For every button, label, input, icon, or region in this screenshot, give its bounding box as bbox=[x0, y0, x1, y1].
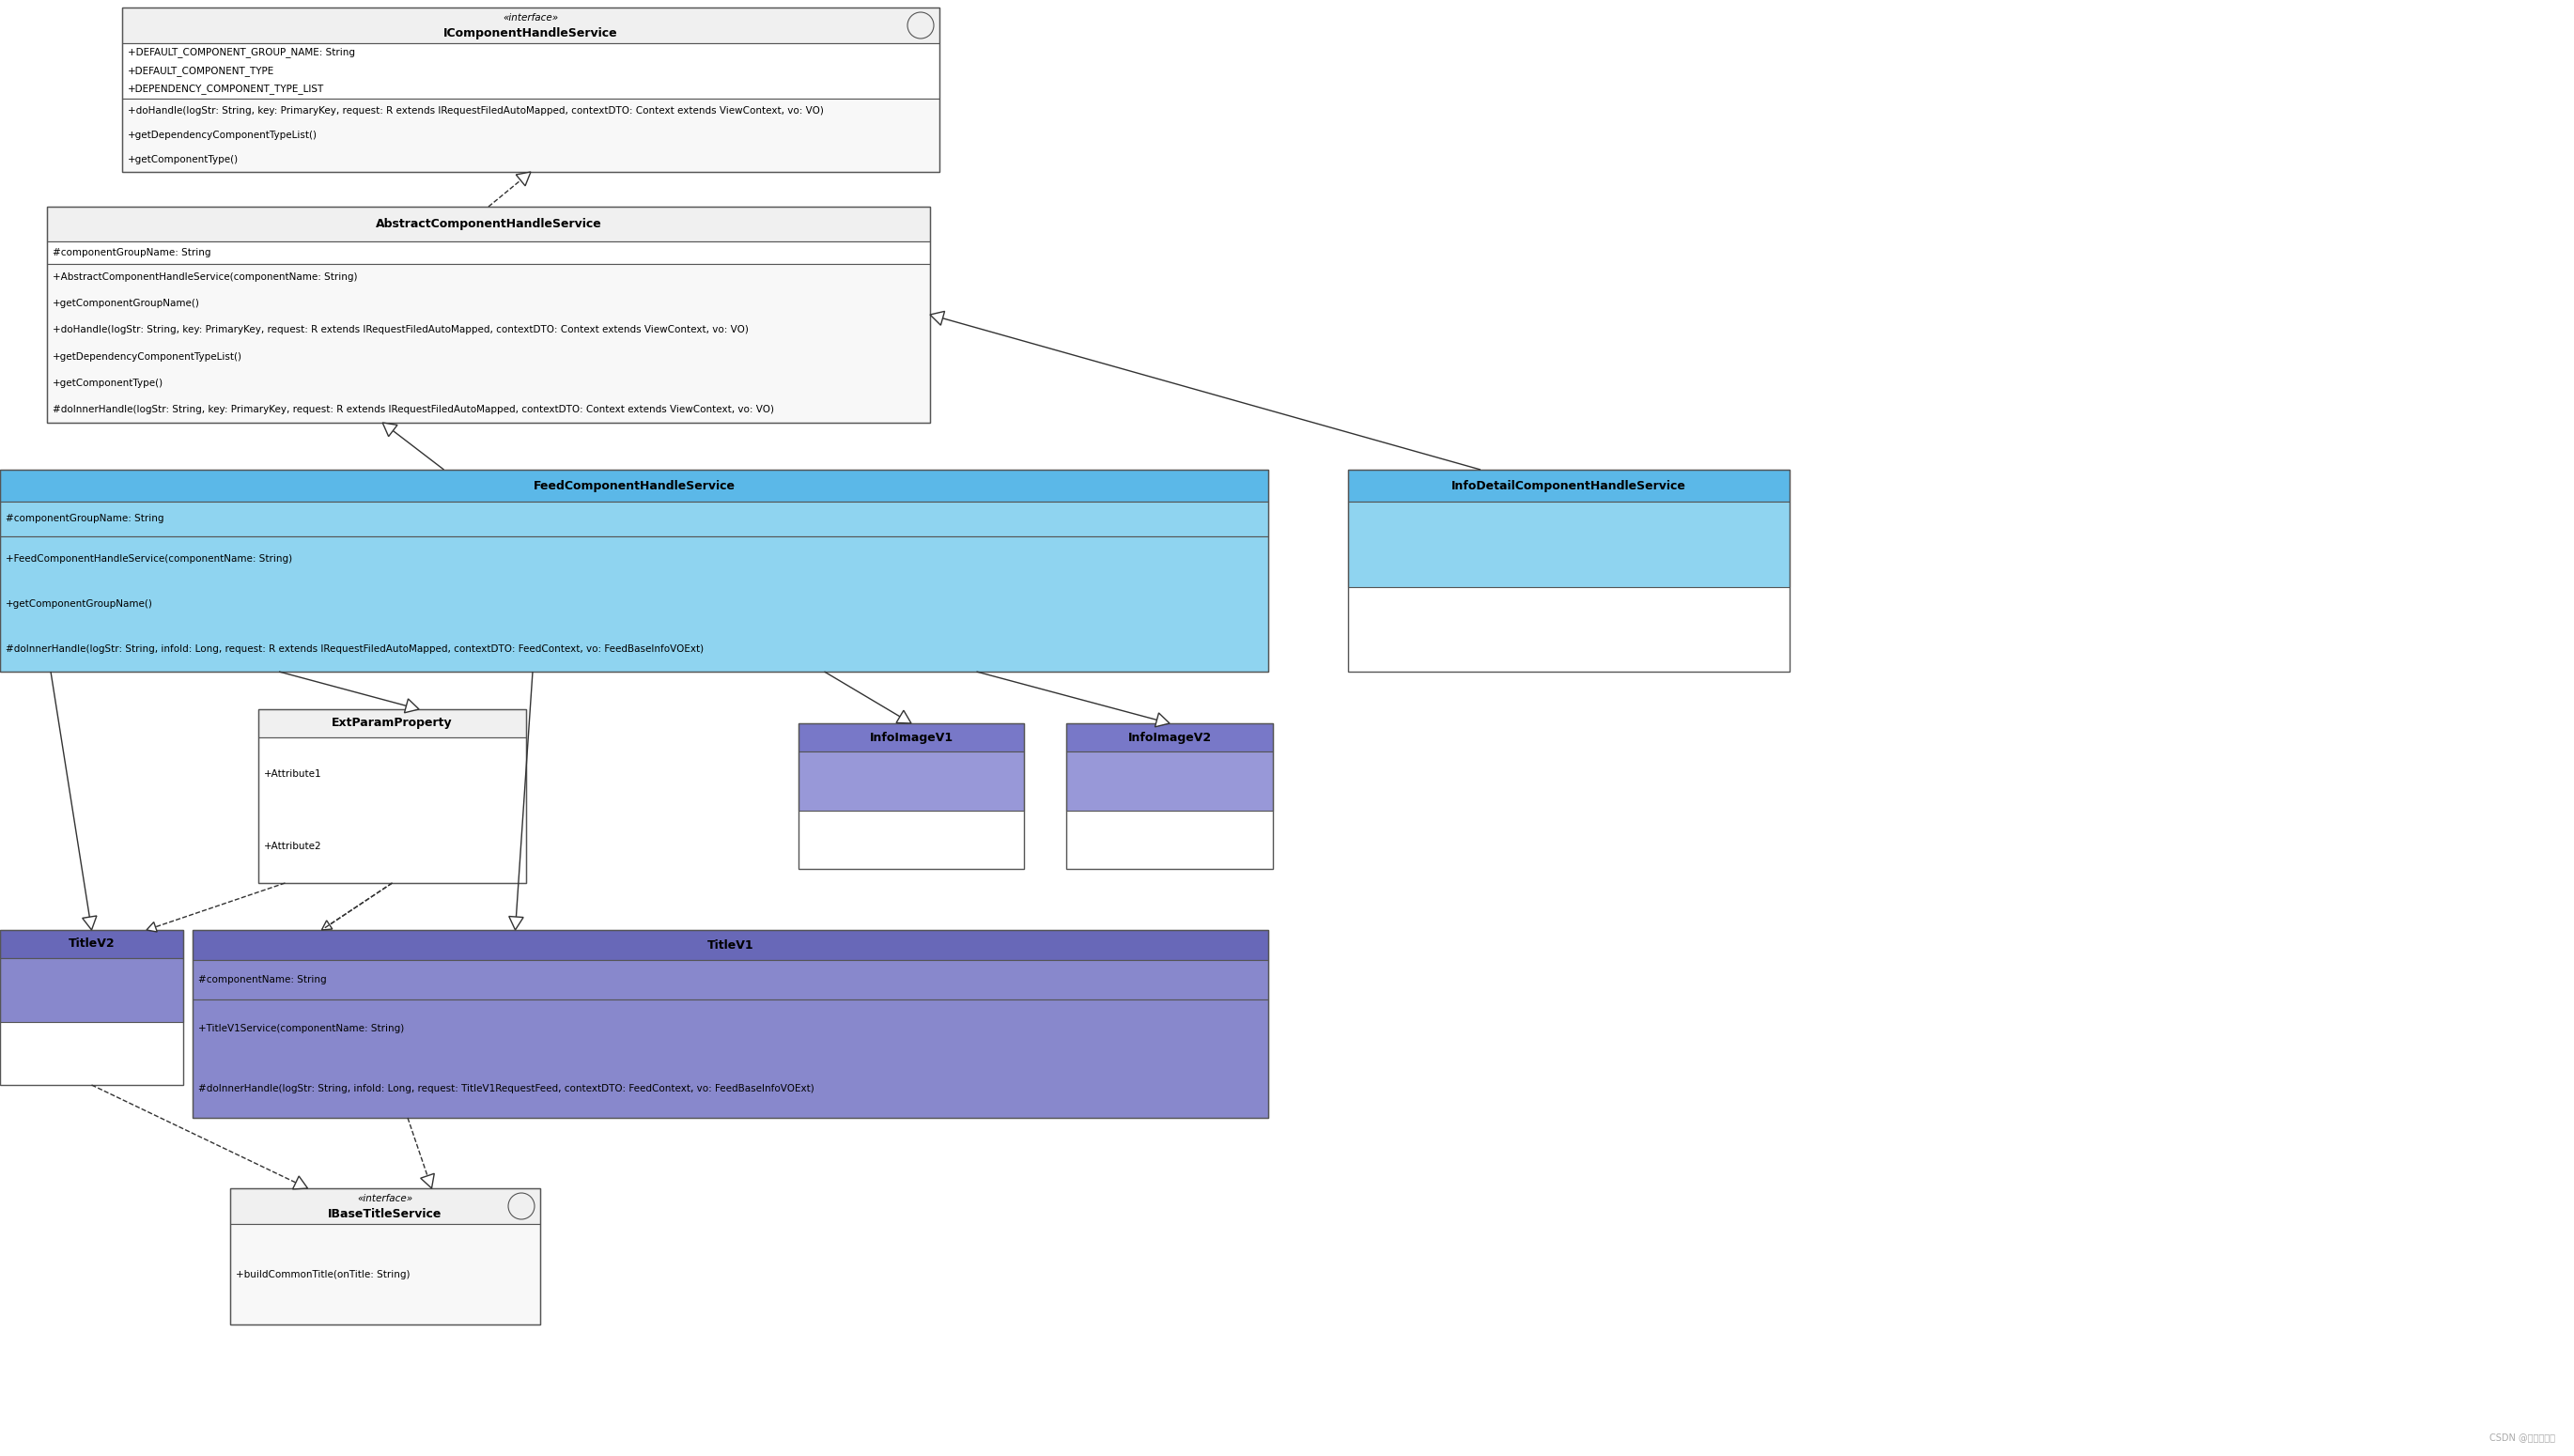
Bar bbox=[46, 264, 929, 422]
Text: +TitleV1Service(componentName: String): +TitleV1Service(componentName: String) bbox=[198, 1025, 404, 1034]
Text: #doInnerHandle(logStr: String, infold: Long, request: R extends IRequestFiledAut: #doInnerHandle(logStr: String, infold: L… bbox=[5, 645, 703, 654]
Text: +AbstractComponentHandleService(componentName: String): +AbstractComponentHandleService(componen… bbox=[51, 272, 358, 282]
Polygon shape bbox=[293, 1176, 309, 1190]
Polygon shape bbox=[896, 711, 911, 724]
Bar bbox=[121, 99, 940, 172]
Bar bbox=[1066, 751, 1274, 810]
Text: +doHandle(logStr: String, key: PrimaryKey, request: R extends IRequestFiledAutoM: +doHandle(logStr: String, key: PrimaryKe… bbox=[129, 106, 824, 115]
Bar bbox=[257, 709, 525, 737]
Bar bbox=[798, 751, 1024, 810]
Polygon shape bbox=[515, 172, 530, 186]
Polygon shape bbox=[404, 699, 420, 713]
Text: +Attribute1: +Attribute1 bbox=[265, 769, 322, 779]
Bar bbox=[257, 737, 525, 882]
Polygon shape bbox=[510, 916, 523, 930]
Bar bbox=[798, 724, 1024, 751]
Text: InfoImageV1: InfoImageV1 bbox=[870, 731, 952, 744]
Text: ExtParamProperty: ExtParamProperty bbox=[332, 718, 453, 729]
Text: +getComponentType(): +getComponentType() bbox=[51, 379, 165, 387]
Polygon shape bbox=[384, 422, 396, 437]
Bar bbox=[1349, 470, 1789, 502]
Bar bbox=[0, 930, 183, 1085]
Text: CSDN @特特技术控: CSDN @特特技术控 bbox=[2489, 1433, 2556, 1441]
Bar bbox=[193, 999, 1269, 1118]
Text: IBaseTitleService: IBaseTitleService bbox=[327, 1208, 443, 1220]
Bar bbox=[121, 44, 940, 99]
Text: +FeedComponentHandleService(componentName: String): +FeedComponentHandleService(componentNam… bbox=[5, 553, 293, 563]
Polygon shape bbox=[929, 312, 945, 325]
Bar bbox=[0, 502, 1269, 536]
Polygon shape bbox=[82, 916, 98, 930]
Text: TitleV2: TitleV2 bbox=[69, 938, 116, 951]
Text: AbstractComponentHandleService: AbstractComponentHandleService bbox=[376, 218, 602, 230]
Bar bbox=[46, 207, 929, 242]
Text: +buildCommonTitle(onTitle: String): +buildCommonTitle(onTitle: String) bbox=[237, 1270, 409, 1278]
Text: +doHandle(logStr: String, key: PrimaryKey, request: R extends IRequestFiledAutoM: +doHandle(logStr: String, key: PrimaryKe… bbox=[51, 325, 749, 335]
Bar bbox=[46, 242, 929, 264]
Bar bbox=[46, 207, 929, 422]
Text: +getDependencyComponentTypeList(): +getDependencyComponentTypeList() bbox=[51, 352, 242, 361]
Bar bbox=[257, 709, 525, 882]
Text: +getComponentGroupName(): +getComponentGroupName() bbox=[5, 598, 152, 609]
Text: FeedComponentHandleService: FeedComponentHandleService bbox=[533, 479, 736, 492]
Text: #doInnerHandle(logStr: String, key: PrimaryKey, request: R extends IRequestFiled: #doInnerHandle(logStr: String, key: Prim… bbox=[51, 405, 775, 414]
Text: +Attribute2: +Attribute2 bbox=[265, 842, 322, 852]
Text: +DEFAULT_COMPONENT_TYPE: +DEFAULT_COMPONENT_TYPE bbox=[129, 66, 275, 76]
Bar bbox=[121, 7, 940, 172]
Bar bbox=[0, 958, 183, 1022]
Text: +DEFAULT_COMPONENT_GROUP_NAME: String: +DEFAULT_COMPONENT_GROUP_NAME: String bbox=[129, 47, 355, 58]
Text: +getComponentGroupName(): +getComponentGroupName() bbox=[51, 298, 201, 309]
Bar bbox=[229, 1188, 541, 1224]
Text: «interface»: «interface» bbox=[358, 1194, 412, 1203]
Text: +DEPENDENCY_COMPONENT_TYPE_LIST: +DEPENDENCY_COMPONENT_TYPE_LIST bbox=[129, 84, 324, 95]
Polygon shape bbox=[1156, 713, 1169, 727]
Text: InfoDetailComponentHandleService: InfoDetailComponentHandleService bbox=[1452, 479, 1686, 492]
Bar bbox=[0, 470, 1269, 502]
Bar bbox=[1066, 724, 1274, 751]
Bar bbox=[0, 930, 183, 958]
Bar bbox=[193, 960, 1269, 999]
Text: +getComponentType(): +getComponentType() bbox=[129, 154, 239, 165]
Text: InfoImageV2: InfoImageV2 bbox=[1127, 731, 1212, 744]
Bar bbox=[193, 930, 1269, 1118]
Text: #componentGroupName: String: #componentGroupName: String bbox=[51, 248, 211, 258]
Bar bbox=[0, 470, 1269, 671]
Polygon shape bbox=[147, 922, 157, 932]
Bar bbox=[1349, 502, 1789, 587]
Text: IComponentHandleService: IComponentHandleService bbox=[443, 28, 618, 39]
Bar bbox=[121, 7, 940, 44]
Bar bbox=[193, 930, 1269, 960]
Bar bbox=[1349, 470, 1789, 671]
Text: #componentName: String: #componentName: String bbox=[198, 976, 327, 984]
Bar bbox=[0, 536, 1269, 671]
Polygon shape bbox=[322, 920, 332, 930]
Polygon shape bbox=[420, 1174, 435, 1188]
Bar bbox=[229, 1188, 541, 1325]
Bar bbox=[798, 724, 1024, 869]
Bar bbox=[1066, 724, 1274, 869]
Text: #componentGroupName: String: #componentGroupName: String bbox=[5, 514, 165, 524]
Bar bbox=[229, 1224, 541, 1325]
Text: «interface»: «interface» bbox=[502, 13, 559, 22]
Text: +getDependencyComponentTypeList(): +getDependencyComponentTypeList() bbox=[129, 131, 317, 140]
Text: #doInnerHandle(logStr: String, infold: Long, request: TitleV1RequestFeed, contex: #doInnerHandle(logStr: String, infold: L… bbox=[198, 1083, 813, 1093]
Text: TitleV1: TitleV1 bbox=[708, 939, 754, 951]
